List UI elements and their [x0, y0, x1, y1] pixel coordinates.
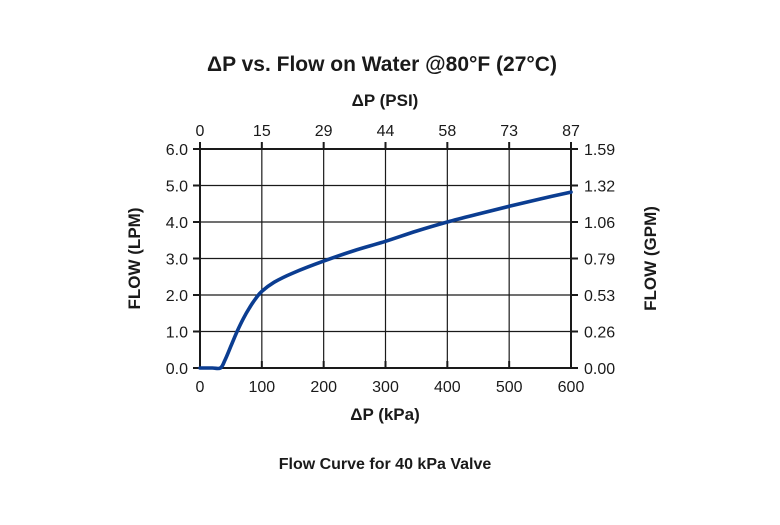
- chart-caption: Flow Curve for 40 kPa Valve: [279, 456, 492, 473]
- x2-tick-label: 58: [438, 123, 456, 140]
- x-tick-label: 100: [248, 379, 275, 396]
- tick-labels: 0 0 100 15 200 29 300 44 400 58 500 73 600 87 0.0 0.00 1…: [166, 123, 615, 396]
- x2-tick-label: 0: [196, 123, 205, 140]
- y2-tick-label: 0.79: [584, 252, 615, 269]
- y2-tick-label: 0.53: [584, 288, 615, 305]
- y2-tick-label: 1.32: [584, 179, 615, 196]
- x-tick-label: 0: [196, 379, 205, 396]
- y2-tick-label: 0.26: [584, 325, 615, 342]
- y-tick-label: 0.0: [166, 361, 188, 378]
- left-axis-title: FLOW (LPM): [125, 208, 144, 310]
- x2-tick-label: 15: [253, 123, 271, 140]
- x-tick-label: 600: [558, 379, 585, 396]
- y2-tick-label: 0.00: [584, 361, 615, 378]
- flow-curve-line: [198, 190, 573, 371]
- x2-tick-label: 29: [315, 123, 333, 140]
- y-tick-label: 5.0: [166, 179, 188, 196]
- y-tick-label: 3.0: [166, 252, 188, 269]
- top-axis-title: ΔP (PSI): [352, 91, 419, 110]
- y-tick-label: 1.0: [166, 325, 188, 342]
- chart-title: ΔP vs. Flow on Water @80°F (27°C): [207, 53, 557, 76]
- x2-tick-label: 44: [377, 123, 395, 140]
- x-tick-label: 300: [372, 379, 399, 396]
- x-tick-label: 200: [310, 379, 337, 396]
- y2-tick-label: 1.06: [584, 215, 615, 232]
- gridlines: [200, 149, 571, 368]
- y-tick-label: 2.0: [166, 288, 188, 305]
- x2-tick-label: 87: [562, 123, 580, 140]
- y2-tick-label: 1.59: [584, 142, 615, 159]
- y-tick-label: 6.0: [166, 142, 188, 159]
- bottom-axis-title: ΔP (kPa): [350, 405, 420, 424]
- series-layer: [198, 190, 573, 371]
- y-tick-label: 4.0: [166, 215, 188, 232]
- x-tick-label: 500: [496, 379, 523, 396]
- x-tick-label: 400: [434, 379, 461, 396]
- x2-tick-label: 73: [500, 123, 518, 140]
- right-axis-title: FLOW (GPM): [641, 206, 660, 311]
- axis-ticks: [193, 142, 578, 369]
